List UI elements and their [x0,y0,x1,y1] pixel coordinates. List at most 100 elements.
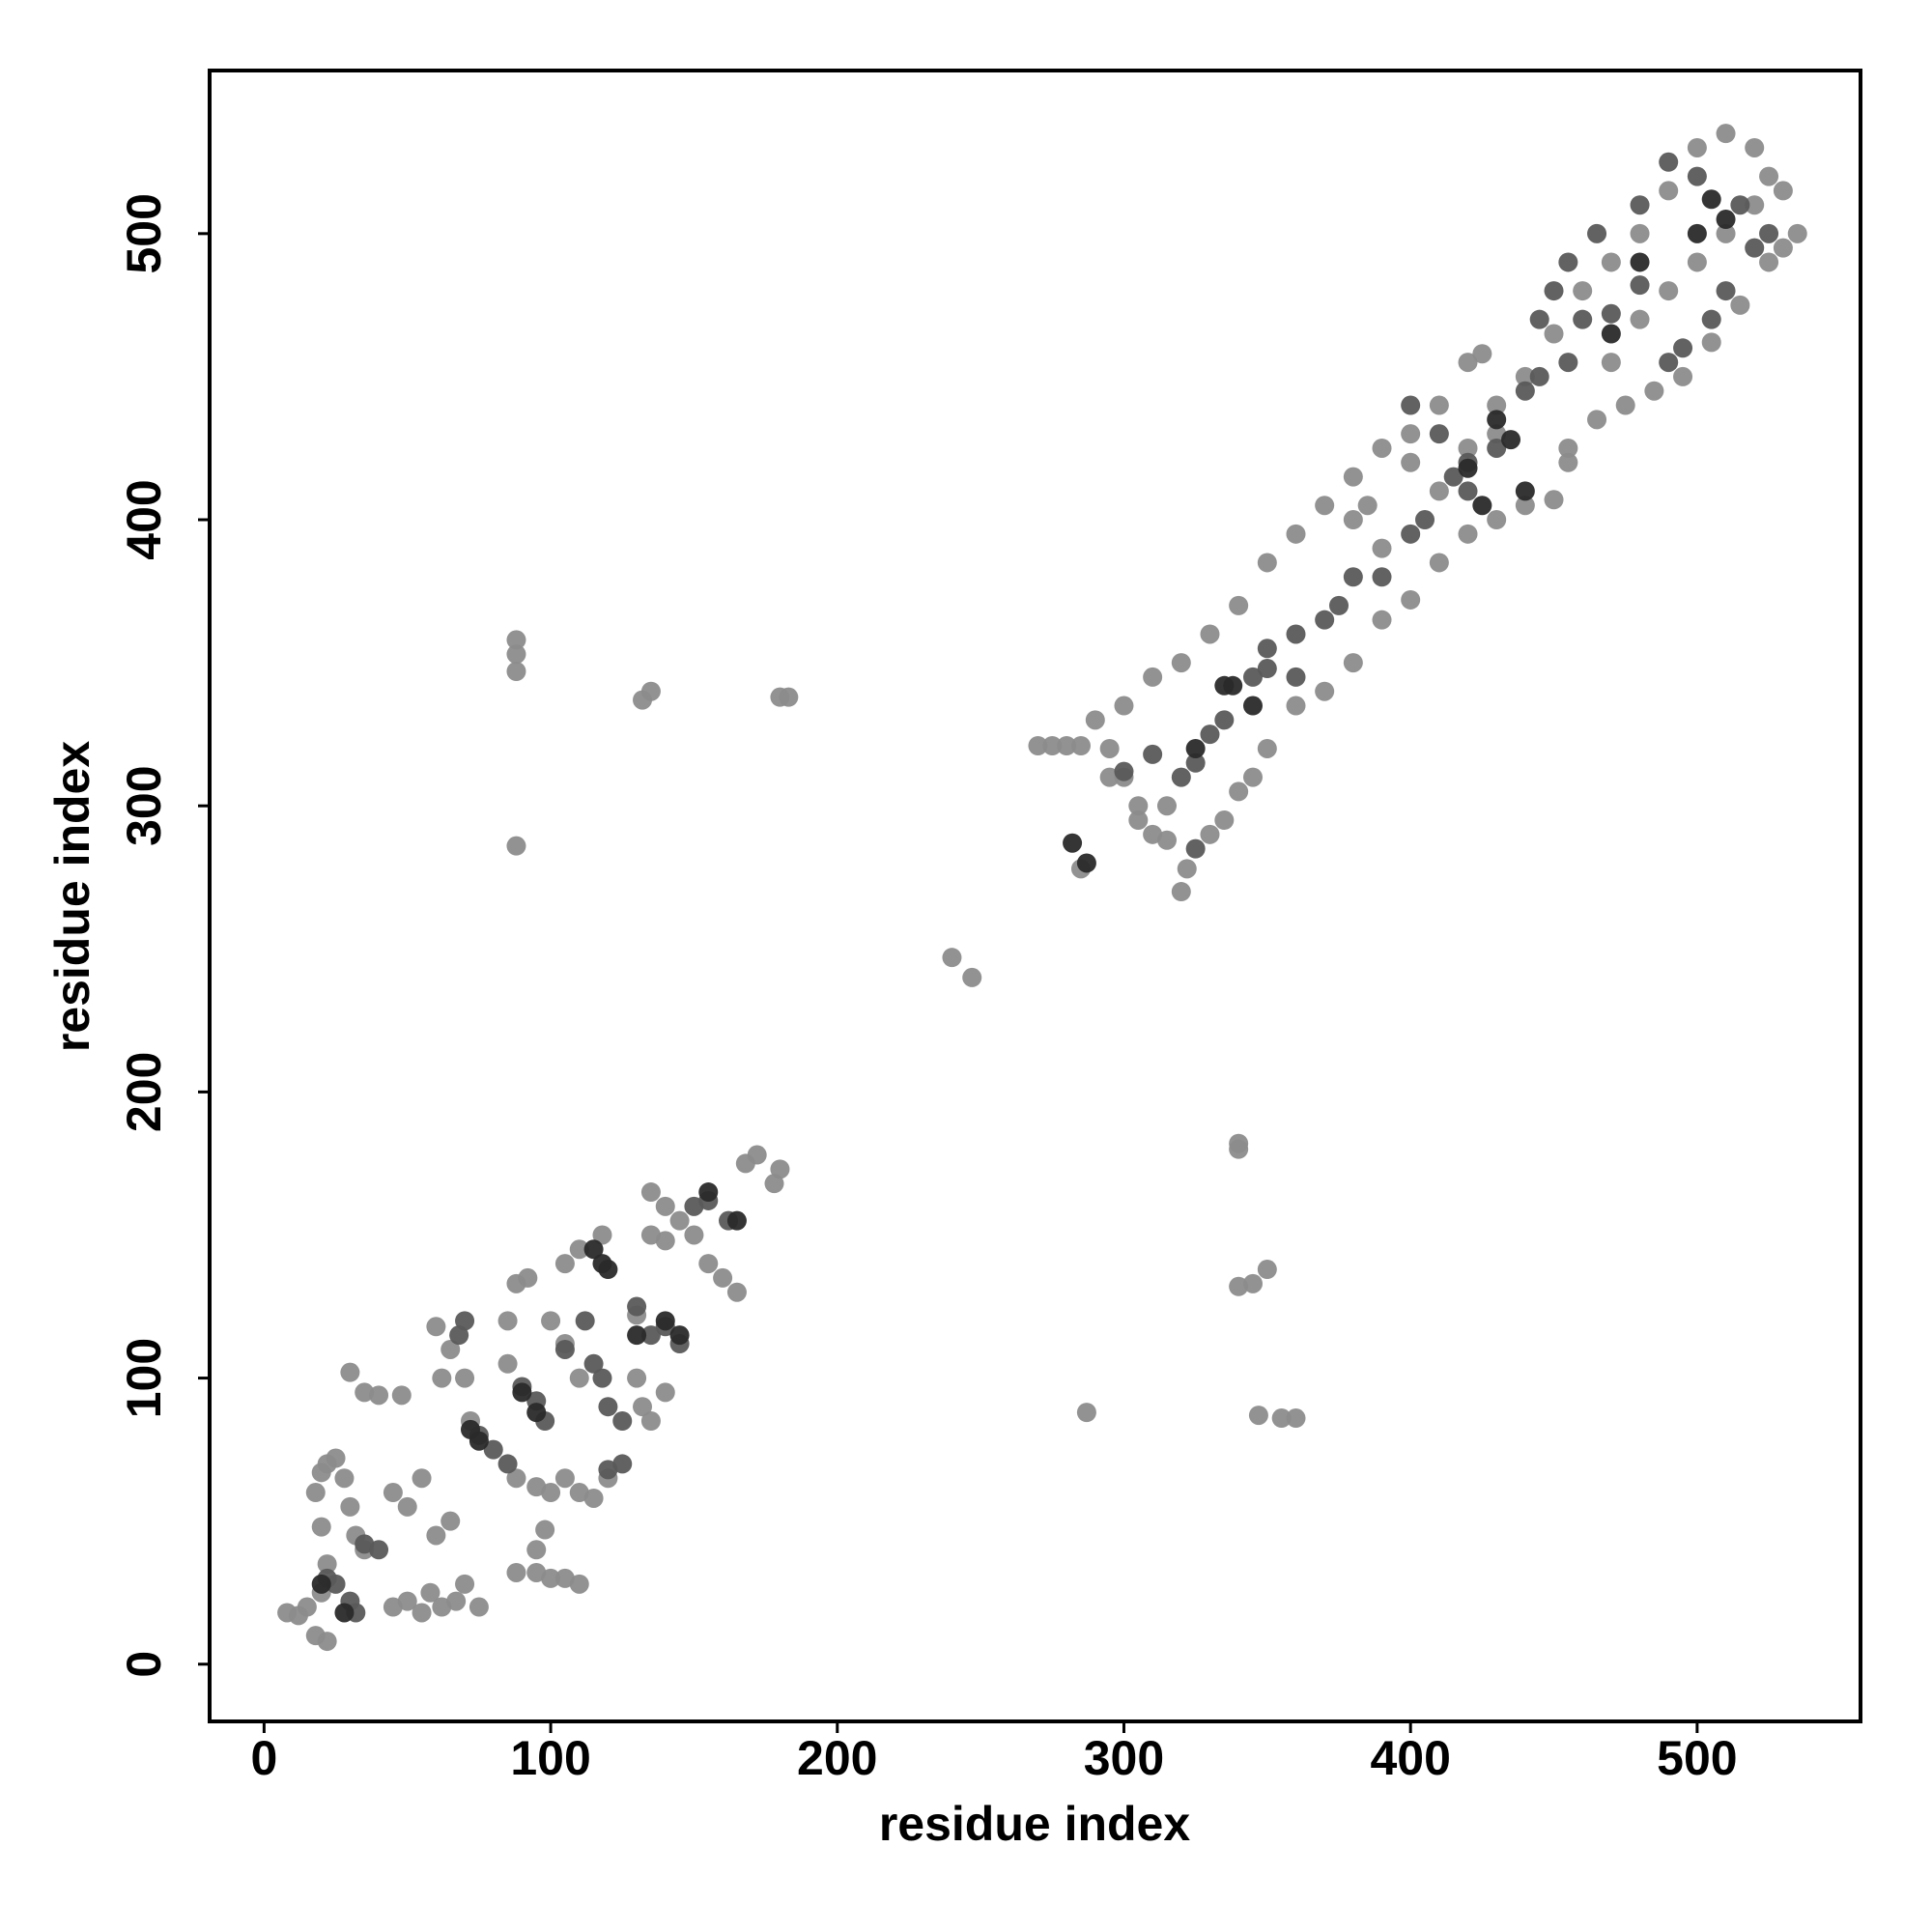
point [655,1382,675,1403]
point [1271,1408,1292,1429]
x-tick-label: 0 [250,1731,277,1785]
point [612,1454,633,1474]
point [1286,696,1306,716]
point [1558,452,1578,472]
point [1587,223,1607,243]
point [334,1603,355,1623]
point [1343,567,1363,587]
x-axis-title: residue index [879,1797,1191,1851]
point [1630,309,1650,329]
point [1659,181,1679,201]
point [698,1182,719,1203]
point [633,1397,653,1417]
point [669,1210,690,1231]
point [1673,338,1693,358]
point [1114,761,1134,781]
point [1128,796,1149,816]
point [726,1282,747,1302]
point [469,1597,489,1617]
point [1515,366,1535,386]
point [1601,303,1621,324]
point [713,1267,733,1288]
x-tick-label: 200 [797,1731,877,1785]
point [1156,796,1177,816]
point [1730,195,1750,215]
point [1558,252,1578,272]
point [554,1339,575,1359]
point [1745,195,1765,215]
point [1028,736,1048,756]
y-tick-label: 100 [117,1338,171,1418]
point [942,948,962,968]
point [1601,324,1621,344]
point [1630,195,1650,215]
point [1687,223,1707,243]
point [1587,410,1607,430]
point [747,1145,767,1165]
point [1573,281,1593,301]
x-tick-label: 500 [1657,1731,1737,1785]
point [962,967,982,987]
point [1429,553,1449,573]
point [1200,724,1220,745]
point [1229,1276,1249,1296]
point [1716,281,1736,301]
point [1200,624,1220,644]
point [1401,524,1421,544]
y-tick-label: 200 [117,1052,171,1132]
y-axis-title: residue index [45,741,99,1053]
point [1063,833,1083,853]
point [1759,223,1779,243]
point [506,644,526,665]
point [1076,853,1096,873]
point [326,1448,346,1468]
y-tick-label: 500 [117,193,171,273]
plot-frame [208,69,1862,1723]
point [655,1196,675,1216]
point [1171,653,1191,673]
point [512,1382,532,1403]
point [483,1439,503,1460]
point [627,1296,647,1317]
point [1673,366,1693,386]
point [1242,767,1263,787]
point [455,1368,475,1388]
point [627,1368,647,1388]
point [326,1574,346,1594]
point [1372,438,1392,458]
point [426,1525,446,1546]
point [779,687,799,707]
point [1601,353,1621,373]
point [1529,309,1549,329]
point [575,1311,595,1331]
point [1185,838,1206,859]
point [355,1382,375,1403]
point [1099,738,1120,758]
point [698,1254,719,1274]
point [412,1468,432,1489]
point [541,1483,561,1503]
point [1544,490,1564,510]
point [1687,252,1707,272]
point [497,1311,518,1331]
point [569,1239,589,1260]
point [1286,1408,1306,1429]
point [1487,510,1507,530]
point [305,1483,326,1503]
point [1458,438,1478,458]
point [684,1225,704,1245]
point [1242,1273,1263,1293]
point [1773,181,1793,201]
point [1214,810,1235,831]
x-tick-label: 100 [510,1731,590,1785]
point [460,1419,480,1439]
point [526,1540,547,1560]
point [1343,467,1363,487]
point [1286,624,1306,644]
point [1171,767,1191,787]
point [1544,324,1564,344]
point [506,836,526,856]
point [592,1225,612,1245]
point [726,1210,747,1231]
